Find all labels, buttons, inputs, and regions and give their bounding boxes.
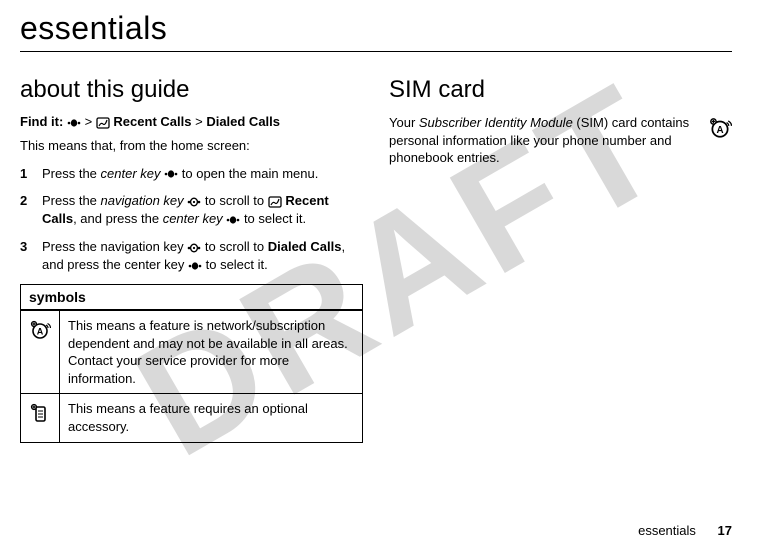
step-2-a: Press the bbox=[42, 193, 101, 208]
network-dependent-icon: A bbox=[29, 319, 51, 341]
nav-key-icon bbox=[187, 243, 201, 253]
step-3-d: to select it. bbox=[206, 257, 268, 272]
step-3-a: Press the navigation key bbox=[42, 239, 187, 254]
svg-text:A: A bbox=[37, 327, 44, 337]
title-rule bbox=[20, 51, 732, 52]
sep2: > bbox=[195, 114, 203, 129]
center-key-icon bbox=[226, 215, 240, 225]
heading-about: about this guide bbox=[20, 76, 363, 104]
find-it-line: Find it: > Recent Calls > Dialed Calls bbox=[20, 114, 363, 129]
nav-key-icon bbox=[187, 197, 201, 207]
step-1-centerkey: center key bbox=[101, 166, 161, 181]
left-column: about this guide Find it: > Recent Calls… bbox=[20, 76, 363, 443]
intro-text: This means that, from the home screen: bbox=[20, 137, 363, 155]
symbols-table: symbols A This means a feature is networ… bbox=[20, 284, 363, 442]
accessory-text: This means a feature requires an optiona… bbox=[60, 394, 363, 442]
step-3-b: to scroll to bbox=[205, 239, 268, 254]
step-3: 3 Press the navigation key to scroll to … bbox=[20, 238, 363, 274]
sim-italic: Subscriber Identity Module bbox=[419, 115, 573, 130]
step-1: 1 Press the center key to open the main … bbox=[20, 165, 363, 183]
center-key-icon bbox=[67, 118, 81, 128]
center-key-icon bbox=[188, 261, 202, 271]
find-it-label: Find it: bbox=[20, 114, 63, 129]
page-footer: essentials 17 bbox=[638, 523, 732, 538]
svg-text:A: A bbox=[716, 125, 723, 136]
right-column: SIM card A Your Subscriber Identity Modu… bbox=[389, 76, 732, 443]
optional-accessory-icon bbox=[29, 402, 51, 424]
step-2-num: 2 bbox=[20, 192, 42, 228]
heading-sim: SIM card bbox=[389, 76, 732, 104]
footer-label: essentials bbox=[638, 523, 696, 538]
step-2-centerkey: center key bbox=[163, 211, 223, 226]
symbols-header: symbols bbox=[21, 285, 363, 311]
step-1-b: to open the main menu. bbox=[182, 166, 319, 181]
sim-paragraph: A Your Subscriber Identity Module (SIM) … bbox=[389, 114, 732, 167]
page-title: essentials bbox=[20, 10, 732, 47]
step-2-navkey: navigation key bbox=[101, 193, 184, 208]
step-1-a: Press the bbox=[42, 166, 101, 181]
step-2: 2 Press the navigation key to scroll to … bbox=[20, 192, 363, 228]
network-icon-cell: A bbox=[21, 310, 60, 394]
network-dependent-icon: A bbox=[708, 116, 732, 140]
step-2-d: to select it. bbox=[244, 211, 306, 226]
network-text: This means a feature is network/subscrip… bbox=[60, 310, 363, 394]
steps-list: 1 Press the center key to open the main … bbox=[20, 165, 363, 275]
recent-calls-icon bbox=[96, 117, 110, 129]
step-1-num: 1 bbox=[20, 165, 42, 183]
sep1: > bbox=[85, 114, 93, 129]
page-number: 17 bbox=[718, 523, 732, 538]
accessory-icon-cell bbox=[21, 394, 60, 442]
dialed-calls-label: Dialed Calls bbox=[206, 114, 280, 129]
recent-calls-icon bbox=[268, 196, 282, 208]
step-2-c: , and press the bbox=[73, 211, 163, 226]
step-3-num: 3 bbox=[20, 238, 42, 274]
step-2-b: to scroll to bbox=[205, 193, 268, 208]
recent-calls-label: Recent Calls bbox=[113, 114, 191, 129]
step-3-dialed: Dialed Calls bbox=[268, 239, 342, 254]
sim-a: Your bbox=[389, 115, 419, 130]
center-key-icon bbox=[164, 169, 178, 179]
